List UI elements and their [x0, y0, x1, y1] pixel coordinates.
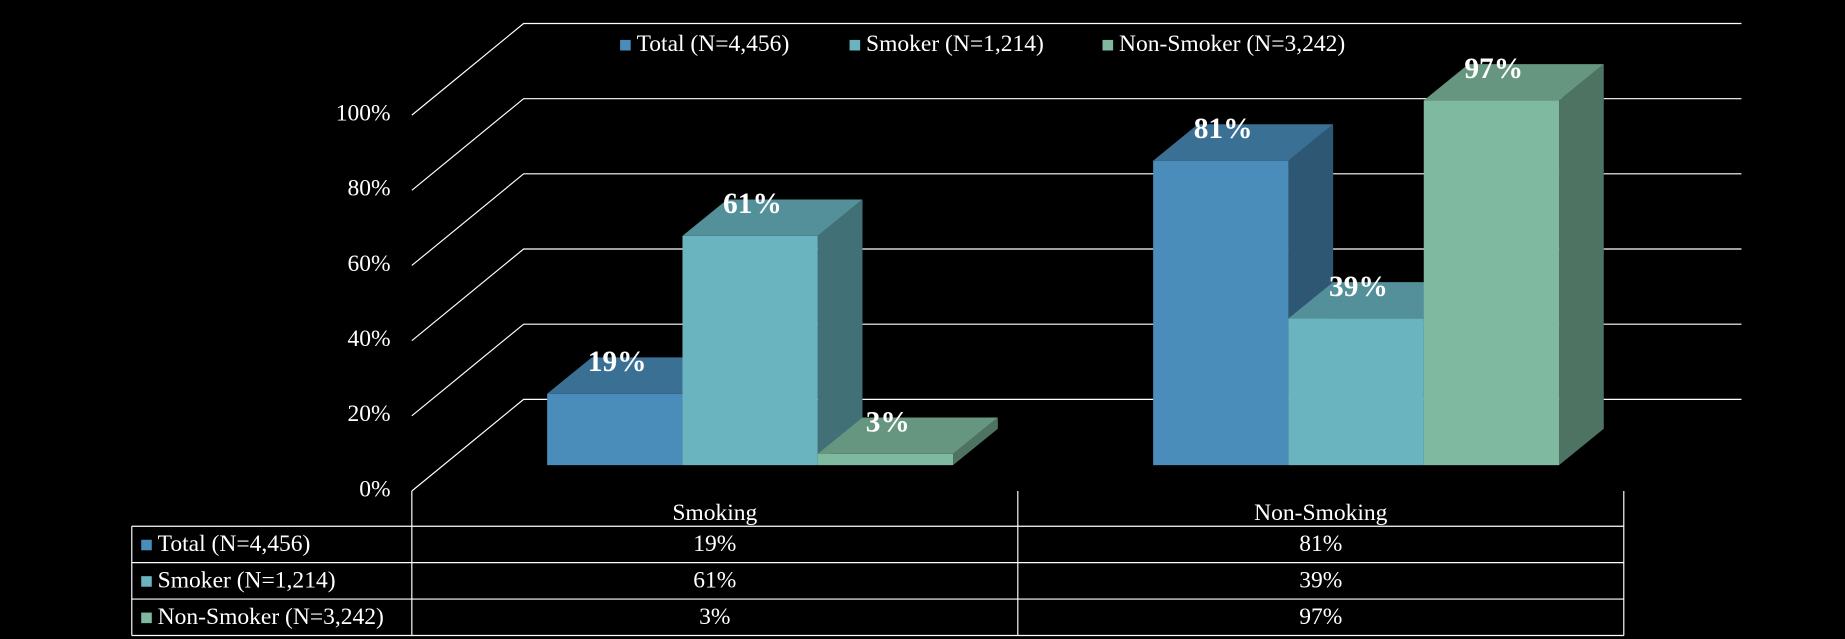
y-tick-label: 60%	[348, 251, 391, 277]
bar-front	[1153, 160, 1289, 466]
bar	[1423, 64, 1604, 466]
data-label: 81%	[1194, 113, 1253, 145]
table-cell: 39%	[1299, 567, 1342, 593]
y-tick-label: 20%	[348, 401, 391, 427]
table-swatch	[141, 539, 152, 551]
bar-top	[1423, 64, 1604, 101]
bar-front	[1423, 100, 1560, 466]
data-label: 39%	[1329, 271, 1388, 303]
table-cell: 19%	[693, 531, 736, 557]
bar-top	[1153, 124, 1334, 161]
bar	[682, 199, 863, 466]
legend-label: Non-Smoker (N=3,242)	[1119, 31, 1345, 57]
bar-side	[817, 199, 863, 466]
legend-swatch	[1102, 39, 1114, 51]
x-tick-label: Non-Smoking	[1254, 500, 1388, 526]
table-row-header: Non-Smoker (N=3,242)	[158, 604, 384, 630]
data-label: 97%	[1464, 53, 1523, 85]
table-cell: 61%	[693, 567, 736, 593]
y-tick-label: 0%	[359, 476, 390, 502]
table-cell: 81%	[1299, 531, 1342, 557]
grid-line	[411, 173, 1742, 266]
data-label: 19%	[588, 346, 647, 378]
legend-label: Smoker (N=1,214)	[866, 31, 1044, 57]
bar	[817, 417, 998, 466]
data-label: 61%	[723, 188, 782, 220]
bar	[1153, 124, 1334, 466]
table-swatch	[141, 576, 152, 587]
y-tick-label: 100%	[336, 101, 391, 127]
grid-line	[411, 22, 1742, 116]
x-tick-label: Smoking	[672, 500, 757, 526]
bar-front	[547, 393, 683, 466]
grid-line	[411, 248, 1742, 342]
table-cell: 3%	[699, 604, 730, 630]
table-row-header: Smoker (N=1,214)	[158, 567, 336, 593]
bar-top	[1288, 282, 1469, 319]
bar-top	[682, 199, 863, 236]
table-row-header: Total (N=4,456)	[158, 531, 311, 557]
bar-front	[817, 453, 954, 466]
bar-front	[1288, 318, 1424, 466]
bar-top	[817, 417, 998, 454]
y-tick-label: 80%	[348, 176, 391, 202]
bar-side	[1559, 64, 1604, 466]
table-swatch	[141, 612, 152, 624]
y-tick-label: 40%	[348, 326, 391, 352]
bar-side	[953, 417, 998, 466]
legend-swatch	[849, 39, 861, 51]
table-cell: 97%	[1299, 604, 1342, 630]
legend-label: Total (N=4,456)	[637, 31, 790, 57]
legend-swatch	[620, 39, 631, 51]
bar-front	[682, 235, 818, 466]
bar-top	[547, 357, 728, 394]
data-label: 3%	[866, 406, 910, 438]
grid-line	[411, 98, 1742, 191]
